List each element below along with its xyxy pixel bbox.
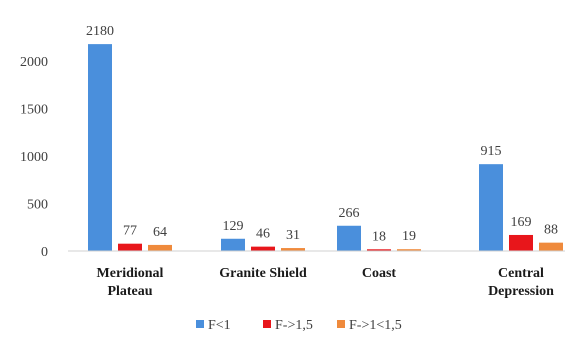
bar-f-1-1-5-1 <box>281 248 305 251</box>
data-label-f-1-5-3: 169 <box>511 215 532 230</box>
data-label-f-1-5-0: 77 <box>123 224 137 239</box>
category-label-3-0: Central <box>498 266 544 281</box>
data-label-f-1-1-5-2: 19 <box>402 229 416 244</box>
category-label-2-0: Coast <box>362 266 397 281</box>
y-axis: 0 500 1000 1500 2000 <box>20 55 48 260</box>
data-label-f-1-0: 2180 <box>86 24 114 39</box>
bar-f-1-1-5-3 <box>539 242 563 251</box>
bar-f-1-2 <box>337 225 361 251</box>
bar-f-1-5-3 <box>509 234 533 251</box>
y-tick-label-2000: 2000 <box>20 55 48 70</box>
data-label-f-1-2: 266 <box>339 206 360 221</box>
legend-swatch-f-1 <box>196 320 204 328</box>
data-label-f-1-1-5-1: 31 <box>286 228 300 243</box>
category-labels: Meridional Plateau Granite Shield Coast Cent… <box>97 266 555 299</box>
data-label-f-1-3: 915 <box>481 144 502 159</box>
bar-f-1-1 <box>221 238 245 251</box>
legend-swatch-f-1-1-5 <box>337 320 345 328</box>
y-tick-label-1500: 1500 <box>20 103 48 118</box>
category-label-3-1: Depression <box>488 284 554 299</box>
data-label-f-1-5-1: 46 <box>256 227 270 242</box>
legend-label-f-1: F<1 <box>208 318 231 333</box>
bar-series-group <box>88 44 563 252</box>
bar-f-1-0 <box>88 44 112 252</box>
data-label-f-1-1-5-3: 88 <box>544 223 558 238</box>
bar-f-1-5-1 <box>251 246 275 251</box>
y-tick-label-500: 500 <box>27 198 48 213</box>
data-label-f-1-1-5-0: 64 <box>153 225 167 240</box>
legend-swatch-f-1-5 <box>263 320 271 328</box>
bar-f-1-1-5-0 <box>148 244 172 251</box>
category-label-1-0: Granite Shield <box>219 266 307 281</box>
legend-label-f-1-5: F->1,5 <box>275 318 313 333</box>
data-labels: 2180 129 266 915 77 46 18 169 64 31 19 88 <box>86 24 558 244</box>
legend: F<1 F->1,5 F->1<1,5 <box>196 318 402 333</box>
bar-f-1-3 <box>479 164 503 251</box>
y-tick-label-0: 0 <box>41 245 48 260</box>
data-label-f-1-1: 129 <box>223 219 244 234</box>
bar-f-1-5-2 <box>367 249 391 251</box>
category-label-0-0: Meridional <box>97 266 164 281</box>
bar-f-1-1-5-2 <box>397 249 421 251</box>
legend-label-f-1-1-5: F->1<1,5 <box>349 318 402 333</box>
y-tick-label-1000: 1000 <box>20 150 48 165</box>
category-label-0-1: Plateau <box>107 284 152 299</box>
data-label-f-1-5-2: 18 <box>372 229 386 244</box>
bar-f-1-5-0 <box>118 243 142 251</box>
